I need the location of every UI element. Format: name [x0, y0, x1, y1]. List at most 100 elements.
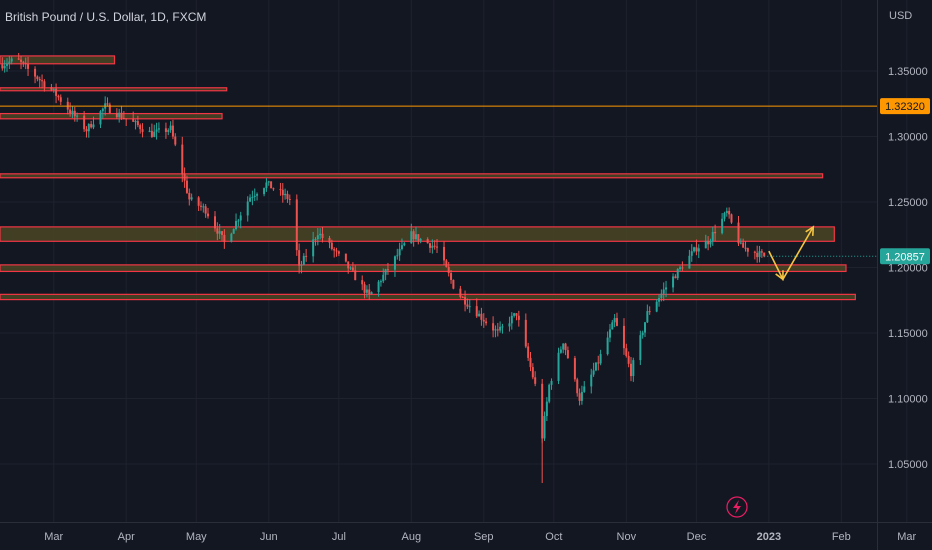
candle-body	[41, 80, 44, 82]
y-tick-label: 1.35000	[888, 66, 928, 78]
candle-body	[524, 319, 527, 347]
candles	[1, 52, 766, 483]
candle-body	[204, 206, 207, 214]
candle-body	[120, 112, 123, 119]
zone-rect[interactable]	[0, 173, 824, 179]
candle-body	[693, 247, 696, 252]
candle-body	[393, 256, 396, 270]
candle-body	[541, 383, 544, 439]
candle-body	[763, 252, 766, 257]
candle-body	[85, 129, 88, 132]
candle-body	[721, 218, 724, 234]
candle-body	[115, 112, 118, 118]
candle-body	[676, 268, 679, 279]
candle-body	[249, 197, 252, 202]
candle-body	[101, 108, 104, 112]
candle-body	[545, 401, 548, 417]
candle-body	[725, 210, 728, 214]
zone-rect[interactable]	[0, 112, 223, 120]
candle-body	[3, 65, 6, 69]
candle-body	[443, 246, 446, 261]
candle-body	[17, 58, 20, 60]
candle-body	[221, 231, 224, 235]
candle-body	[478, 313, 481, 317]
candle-body	[365, 289, 368, 293]
candle-body	[90, 124, 93, 128]
candle-body	[206, 213, 209, 217]
candle-body	[246, 201, 249, 216]
candle-body	[436, 246, 439, 248]
y-tick-label: 1.15000	[888, 328, 928, 340]
candle-body	[594, 362, 597, 371]
candle-body	[501, 326, 504, 328]
candle-body	[711, 231, 714, 241]
x-tick-label: Jun	[260, 531, 278, 543]
candle-body	[286, 193, 289, 200]
candle-body	[279, 189, 282, 191]
candle-body	[599, 354, 602, 364]
candle-body	[648, 311, 651, 313]
zone-rect[interactable]	[0, 87, 228, 92]
candle-body	[543, 416, 546, 439]
projection-arrowhead-up	[805, 225, 815, 236]
candle-body	[615, 318, 618, 326]
support-resistance-zones	[0, 55, 856, 301]
candle-body	[305, 255, 308, 257]
candle-body	[557, 352, 560, 381]
candle-body	[22, 61, 25, 63]
x-tick-label: Apr	[118, 531, 135, 543]
candle-body	[559, 349, 562, 353]
candle-body	[218, 231, 221, 234]
candle-body	[513, 313, 516, 316]
candle-body	[106, 103, 109, 105]
lightning-bolt-icon[interactable]	[726, 496, 748, 518]
candle-body	[354, 270, 357, 281]
candle-body	[508, 323, 511, 327]
candle-body	[709, 240, 712, 245]
candle-body	[237, 220, 240, 222]
candle-body	[419, 239, 422, 241]
candle-body	[361, 280, 364, 285]
candle-body	[190, 197, 193, 200]
candle-body	[377, 281, 380, 293]
y-tick-label: 1.10000	[888, 394, 928, 406]
candle-body	[739, 242, 742, 244]
candle-body	[445, 260, 448, 268]
candle-body	[464, 297, 467, 305]
candle-body	[118, 112, 121, 118]
candle-body	[681, 267, 684, 269]
candle-body	[92, 124, 95, 128]
zone-rect[interactable]	[0, 226, 835, 242]
candle-body	[576, 379, 579, 394]
candle-body	[517, 315, 520, 320]
candle-body	[73, 110, 76, 117]
zone-rect[interactable]	[0, 293, 856, 301]
candle-body	[429, 243, 432, 248]
candle-body	[728, 210, 731, 215]
candle-body	[298, 250, 301, 266]
zone-rect[interactable]	[0, 264, 847, 273]
candle-body	[485, 321, 488, 324]
candle-body	[534, 377, 537, 384]
candle-body	[300, 264, 303, 266]
candle-body	[737, 222, 740, 244]
candle-body	[655, 301, 658, 312]
candle-body	[452, 279, 455, 289]
candle-body	[188, 192, 191, 200]
candle-body	[253, 195, 256, 198]
overlays: 1.32320 1.20857	[0, 98, 930, 281]
candle-body	[480, 313, 483, 320]
candle-body	[330, 242, 333, 249]
candle-body	[319, 233, 322, 236]
candle-body	[181, 144, 184, 175]
candle-body	[573, 358, 576, 380]
candle-body	[351, 267, 354, 271]
candle-body	[431, 245, 434, 248]
zone-rect[interactable]	[0, 55, 116, 65]
currency-label: USD	[889, 10, 912, 22]
candle-body	[328, 238, 331, 243]
candle-body	[174, 136, 177, 145]
candle-body	[59, 97, 62, 102]
